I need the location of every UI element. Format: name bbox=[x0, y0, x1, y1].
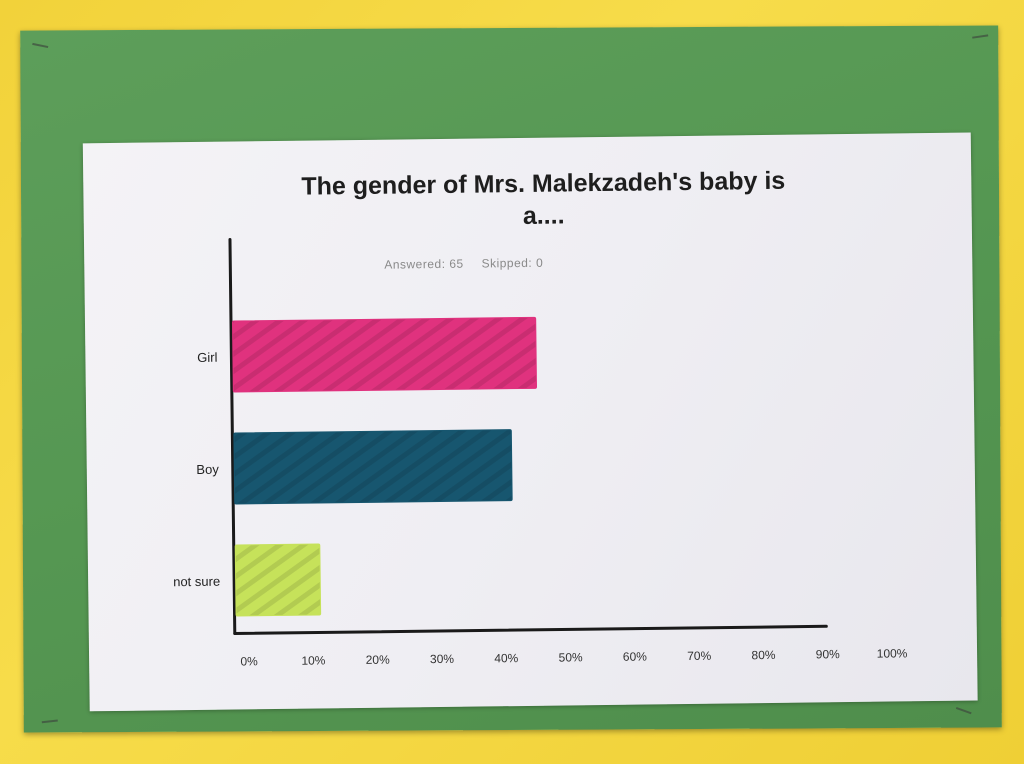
x-tick-label: 0% bbox=[240, 654, 258, 668]
bar-texture-boy bbox=[234, 430, 512, 504]
staple-bottom-left bbox=[41, 719, 58, 724]
y-axis-line bbox=[228, 238, 237, 636]
bar-chart: Girl Boy not sure 0% 10% 20% 30% 40% 50% 60% 70% 80… bbox=[173, 238, 908, 668]
green-poster-board: The gender of Mrs. Malekzadeh's baby is … bbox=[20, 25, 1002, 733]
staple-top-left bbox=[32, 42, 49, 49]
category-label-boy: Boy bbox=[196, 462, 219, 477]
x-tick-label: 70% bbox=[687, 649, 712, 663]
x-tick-label: 90% bbox=[816, 647, 841, 661]
category-label-girl: Girl bbox=[197, 350, 218, 365]
x-tick-label: 60% bbox=[623, 649, 648, 663]
x-tick-label: 30% bbox=[430, 652, 455, 666]
x-tick-label: 100% bbox=[877, 646, 908, 660]
x-tick-label: 20% bbox=[366, 653, 391, 667]
x-tick-label: 80% bbox=[751, 648, 776, 662]
x-tick-label: 40% bbox=[494, 651, 519, 665]
bar-texture-not-sure bbox=[235, 544, 321, 616]
x-tick-label: 50% bbox=[559, 650, 584, 664]
bar-texture-girl bbox=[232, 317, 537, 392]
staple-bottom-right bbox=[955, 706, 972, 715]
x-axis-line bbox=[233, 624, 828, 636]
staple-top-right bbox=[972, 34, 989, 39]
category-label-not-sure: not sure bbox=[173, 574, 220, 590]
chart-paper: The gender of Mrs. Malekzadeh's baby is … bbox=[82, 132, 978, 712]
x-tick-label: 10% bbox=[301, 653, 326, 667]
